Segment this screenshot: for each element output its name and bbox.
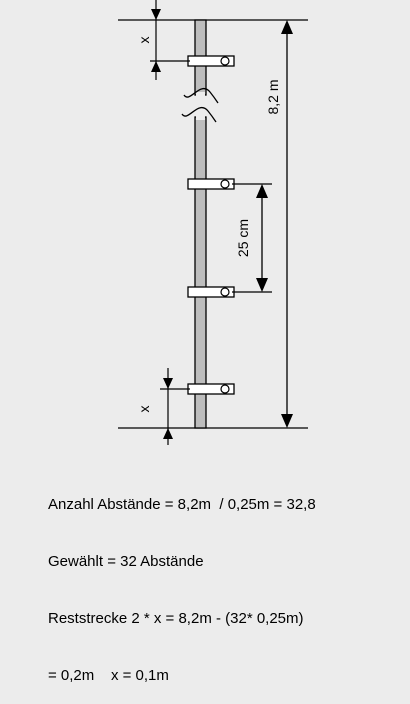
bracket-2 (187, 178, 235, 190)
calculation-text: Anzahl Abstände = 8,2m / 0,25m = 32,8 Ge… (48, 457, 316, 704)
gap-top-dimension (151, 0, 161, 80)
railing-post-diagram: 8,2 m 25 cm x x (118, 0, 308, 445)
break-symbol (181, 88, 219, 123)
calc-line-chosen: Gewählt = 32 Abstände (48, 553, 204, 570)
calc-line-result: = 0,2m x = 0,1m (48, 667, 169, 684)
arrow-down-icon (281, 414, 293, 428)
total-height-dimension (281, 20, 293, 428)
gap-bottom-label: x (136, 406, 152, 413)
gap-bottom-dimension (163, 368, 173, 445)
calc-line-count: Anzahl Abstände = 8,2m / 0,25m = 32,8 (48, 496, 316, 513)
bracket-1 (187, 55, 235, 67)
spacing-label: 25 cm (235, 219, 251, 257)
calc-line-remainder: Reststrecke 2 * x = 8,2m - (32* 0,25m) (48, 610, 304, 627)
bolt-icon (220, 56, 230, 66)
bolt-icon (220, 384, 230, 394)
arrow-up-icon (256, 184, 268, 198)
arrow-down-icon (163, 378, 173, 389)
vertical-post (194, 19, 207, 429)
page: { "diagram": { "labels": { "total_height… (48, 0, 316, 684)
bracket-3 (187, 286, 235, 298)
bracket-4 (187, 383, 235, 395)
gap-top-label: x (136, 37, 152, 44)
arrow-down-icon (256, 278, 268, 292)
arrow-up-icon (163, 428, 173, 439)
total-height-label: 8,2 m (265, 79, 281, 114)
arrow-up-icon (281, 20, 293, 34)
spacing-dimension (256, 184, 268, 292)
bolt-icon (220, 179, 230, 189)
arrow-down-icon (151, 9, 161, 20)
bolt-icon (220, 287, 230, 297)
arrow-up-icon (151, 61, 161, 72)
